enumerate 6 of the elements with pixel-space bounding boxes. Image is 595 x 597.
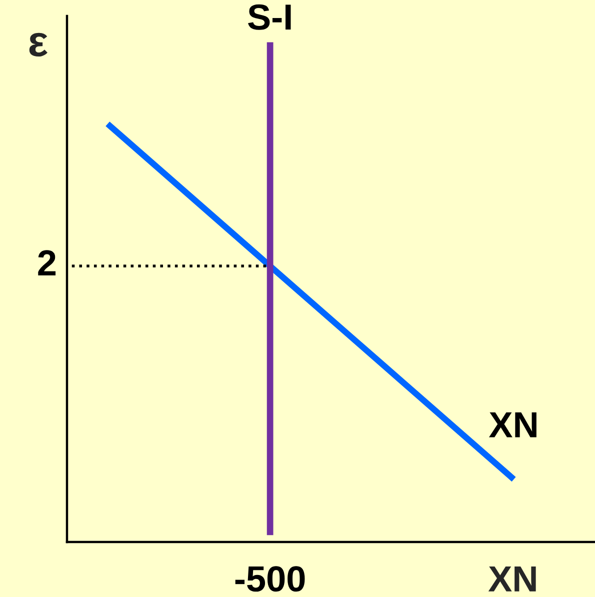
text: 2 <box>38 250 56 276</box>
y-axis-title: ε <box>29 32 48 56</box>
series-label: XN <box>489 412 536 438</box>
text: -500 <box>235 566 305 592</box>
x-axis-title: XN <box>488 566 536 592</box>
text: S-I <box>248 4 291 30</box>
